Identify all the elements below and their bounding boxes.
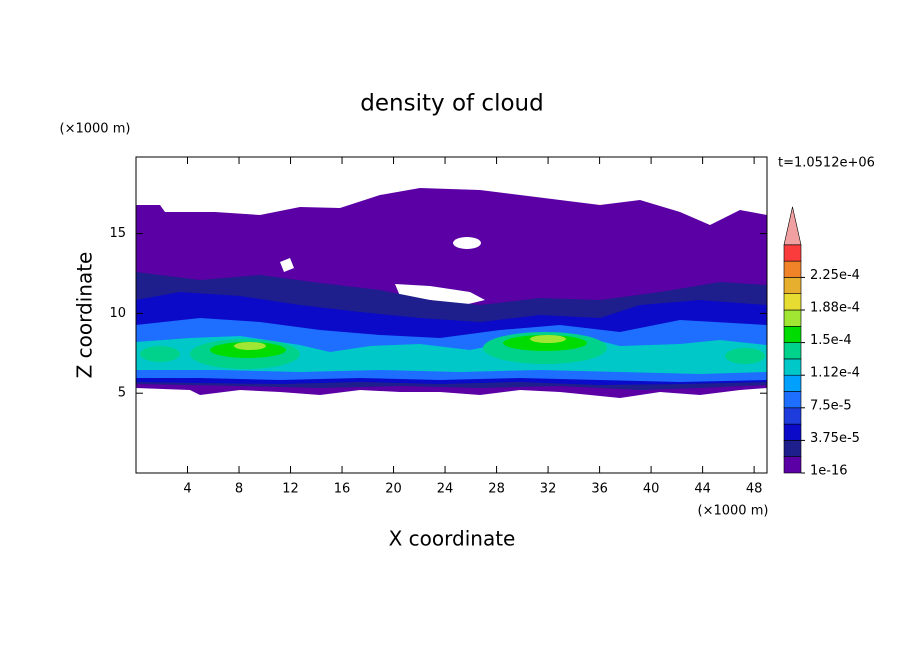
x-unit: (×1000 m) — [698, 504, 769, 519]
x-tick-label: 24 — [437, 482, 454, 497]
x-tick-label: 48 — [746, 482, 763, 497]
colorbar-label: 1.5e-4 — [810, 333, 852, 348]
field-level-6 — [140, 346, 180, 362]
x-tick-label: 12 — [282, 482, 299, 497]
x-tick-label: 36 — [591, 482, 608, 497]
x-tick-label: 44 — [694, 482, 711, 497]
colorbar-box — [783, 244, 802, 262]
x-tick-label: 32 — [540, 482, 557, 497]
colorbar-over-triangle — [783, 206, 802, 246]
colorbar-box — [783, 374, 802, 392]
y-tick-label: 5 — [118, 386, 126, 401]
field-gap — [280, 258, 294, 272]
field-level-6 — [725, 348, 765, 364]
colorbar-box — [783, 342, 802, 360]
contour-field — [136, 188, 767, 398]
field-level-5 — [136, 336, 767, 374]
colorbar-label: 1.88e-4 — [810, 301, 860, 316]
colorbar-box — [783, 325, 802, 343]
colorbar-label: 7.5e-5 — [810, 398, 852, 413]
y-unit: (×1000 m) — [60, 122, 131, 137]
chart-title: density of cloud — [360, 91, 543, 117]
field-gap — [453, 237, 481, 249]
x-tick-label: 28 — [488, 482, 505, 497]
x-tick-label: 40 — [643, 482, 660, 497]
colorbar-label: 1.12e-4 — [810, 366, 860, 381]
field-gap — [395, 284, 485, 306]
colorbar-label: 1e-16 — [810, 464, 848, 479]
colorbar-box — [783, 407, 802, 425]
field-level-8 — [530, 335, 566, 343]
y-tick-label: 15 — [109, 226, 126, 241]
colorbar-label: 2.25e-4 — [810, 268, 860, 283]
x-tick-label: 8 — [235, 482, 243, 497]
colorbar-box — [783, 309, 802, 327]
plot-frame — [135, 156, 768, 474]
field-level-8 — [234, 342, 266, 350]
colorbar-box — [783, 440, 802, 457]
x-tick-label: 16 — [334, 482, 351, 497]
colorbar-label: 3.75e-5 — [810, 431, 860, 446]
x-tick-label: 20 — [385, 482, 402, 497]
field-level-7 — [210, 342, 286, 358]
colorbar-box — [783, 277, 802, 294]
y-axis-label: Z coordinate — [73, 252, 97, 379]
colorbar-box — [783, 391, 802, 409]
x-axis-label: X coordinate — [389, 527, 516, 551]
x-tick-label: 4 — [183, 482, 191, 497]
colorbar-box — [783, 456, 802, 474]
time-label: t=1.0512e+06 — [778, 156, 875, 171]
colorbar-box — [783, 423, 802, 441]
y-tick-label: 10 — [109, 306, 126, 321]
colorbar-box — [783, 293, 802, 311]
colorbar-box — [783, 260, 802, 278]
colorbar-box — [783, 358, 802, 376]
